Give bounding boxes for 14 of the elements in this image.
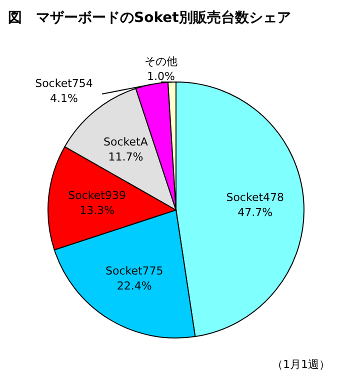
slice-label: その他 bbox=[144, 55, 178, 68]
chart-title: 図 マザーボードのSoket別販売台数シェア bbox=[8, 10, 291, 26]
data-label: 13.3% bbox=[80, 204, 115, 218]
slice-label: Socket775 bbox=[105, 264, 164, 278]
slice-label: Socket939 bbox=[68, 189, 126, 202]
data-label: 47.7% bbox=[238, 206, 273, 220]
data-label: 4.1% bbox=[50, 92, 78, 105]
data-label: 1.0% bbox=[147, 70, 175, 83]
text: （1月1週） bbox=[272, 358, 330, 371]
slice-label: Socket478 bbox=[226, 191, 284, 204]
data-label: 22.4% bbox=[116, 280, 152, 293]
slice-label: Socket754 bbox=[35, 77, 93, 90]
data-label: 11.7% bbox=[108, 150, 144, 164]
slice-label: SocketA bbox=[104, 136, 148, 149]
